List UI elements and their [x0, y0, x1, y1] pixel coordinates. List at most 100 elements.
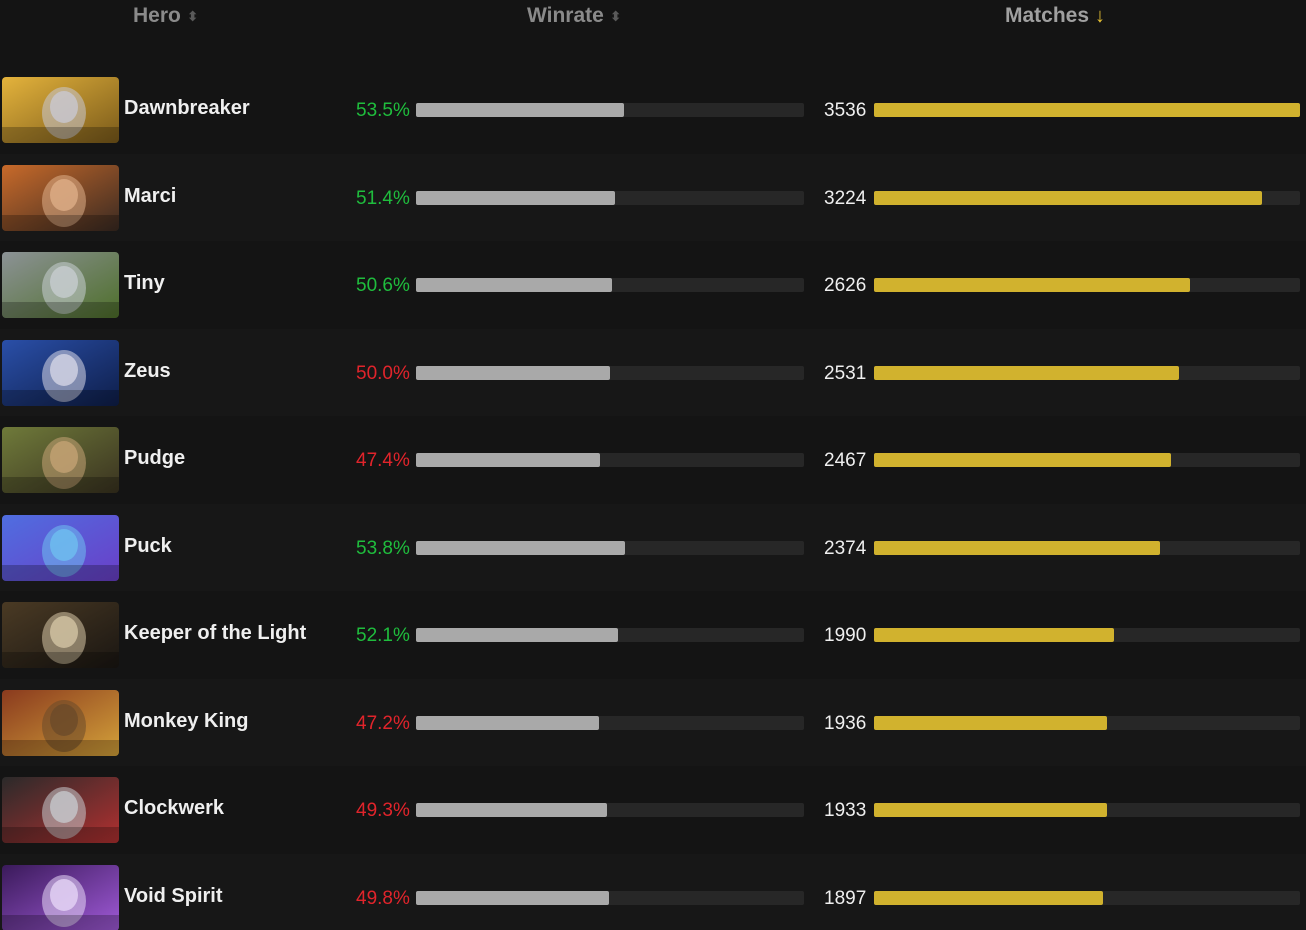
winrate-bar: [416, 278, 804, 292]
matches-bar: [874, 891, 1300, 905]
hero-name[interactable]: Void Spirit: [124, 885, 223, 907]
table-row[interactable]: Void Spirit 49.8% 1897: [0, 854, 1306, 930]
winrate-value: 47.4%: [356, 450, 410, 471]
hero-portrait[interactable]: [2, 602, 119, 668]
matches-bar-fill: [874, 716, 1107, 730]
hero-portrait[interactable]: [2, 77, 119, 143]
hero-name[interactable]: Pudge: [124, 447, 186, 469]
hero-name[interactable]: Marci: [124, 185, 177, 207]
winrate-bar-fill: [416, 191, 615, 205]
table-row[interactable]: Clockwerk 49.3% 1933: [0, 766, 1306, 853]
hero-name[interactable]: Tiny: [124, 272, 165, 294]
matches-bar-fill: [874, 191, 1262, 205]
matches-bar: [874, 191, 1300, 205]
matches-bar-fill: [874, 891, 1103, 905]
matches-header-label: Matches: [1005, 4, 1090, 27]
winrate-bar-fill: [416, 803, 607, 817]
winrate-column-header[interactable]: Winrate ⬍: [527, 4, 622, 28]
winrate-value: 47.2%: [356, 713, 410, 734]
hero-portrait[interactable]: [2, 252, 119, 318]
winrate-bar-fill: [416, 716, 599, 730]
winrate-bar: [416, 803, 804, 817]
table-header: Hero ⬍ Winrate ⬍ Matches ↓: [0, 0, 1306, 40]
winrate-value: 49.8%: [356, 888, 410, 909]
matches-bar: [874, 628, 1300, 642]
matches-value: 3224: [824, 188, 867, 209]
matches-bar: [874, 366, 1300, 380]
table-row[interactable]: Puck 53.8% 2374: [0, 504, 1306, 591]
matches-column-header[interactable]: Matches ↓: [1005, 4, 1105, 28]
table-row[interactable]: Monkey King 47.2% 1936: [0, 679, 1306, 766]
matches-bar: [874, 278, 1300, 292]
hero-column-header[interactable]: Hero ⬍: [133, 4, 199, 28]
winrate-bar: [416, 191, 804, 205]
matches-bar-fill: [874, 541, 1160, 555]
hero-header-label: Hero: [133, 4, 181, 27]
matches-bar-fill: [874, 628, 1114, 642]
winrate-bar-fill: [416, 366, 610, 380]
matches-bar: [874, 716, 1300, 730]
winrate-value: 51.4%: [356, 188, 410, 209]
matches-bar-fill: [874, 803, 1107, 817]
matches-bar-fill: [874, 278, 1190, 292]
hero-portrait[interactable]: [2, 690, 119, 756]
winrate-bar: [416, 103, 804, 117]
hero-portrait[interactable]: [2, 427, 119, 493]
hero-portrait[interactable]: [2, 865, 119, 930]
winrate-value: 50.6%: [356, 275, 410, 296]
winrate-bar-fill: [416, 891, 609, 905]
hero-name[interactable]: Monkey King: [124, 710, 249, 732]
winrate-bar: [416, 541, 804, 555]
matches-value: 1933: [824, 800, 867, 821]
matches-value: 2467: [824, 450, 867, 471]
hero-portrait[interactable]: [2, 340, 119, 406]
matches-bar-fill: [874, 453, 1171, 467]
arrow-down-icon: ↓: [1095, 5, 1106, 27]
matches-bar-fill: [874, 103, 1300, 117]
table-row[interactable]: Zeus 50.0% 2531: [0, 329, 1306, 416]
hero-name[interactable]: Puck: [124, 535, 172, 557]
table-row[interactable]: Marci 51.4% 3224: [0, 154, 1306, 241]
table-row[interactable]: Pudge 47.4% 2467: [0, 416, 1306, 503]
winrate-bar-fill: [416, 628, 618, 642]
matches-bar: [874, 453, 1300, 467]
winrate-bar: [416, 366, 804, 380]
winrate-bar: [416, 453, 804, 467]
hero-name[interactable]: Zeus: [124, 360, 171, 382]
matches-bar: [874, 803, 1300, 817]
hero-name[interactable]: Clockwerk: [124, 797, 225, 819]
hero-name[interactable]: Dawnbreaker: [124, 97, 250, 119]
matches-value: 2531: [824, 363, 867, 384]
winrate-value: 53.5%: [356, 100, 410, 121]
winrate-bar: [416, 628, 804, 642]
table-row[interactable]: Tiny 50.6% 2626: [0, 241, 1306, 328]
matches-bar: [874, 103, 1300, 117]
winrate-value: 50.0%: [356, 363, 410, 384]
winrate-header-label: Winrate: [527, 4, 604, 27]
matches-value: 1990: [824, 625, 867, 646]
winrate-bar: [416, 891, 804, 905]
winrate-value: 53.8%: [356, 538, 410, 559]
winrate-bar-fill: [416, 541, 625, 555]
table-row[interactable]: Keeper of the Light 52.1% 1990: [0, 591, 1306, 678]
hero-portrait[interactable]: [2, 777, 119, 843]
matches-value: 2374: [824, 538, 867, 559]
table-row[interactable]: Dawnbreaker 53.5% 3536: [0, 66, 1306, 153]
winrate-value: 52.1%: [356, 625, 410, 646]
hero-portrait[interactable]: [2, 165, 119, 231]
winrate-bar-fill: [416, 278, 612, 292]
matches-value: 2626: [824, 275, 867, 296]
hero-portrait[interactable]: [2, 515, 119, 581]
matches-bar-fill: [874, 366, 1179, 380]
winrate-value: 49.3%: [356, 800, 410, 821]
sort-updown-icon: ⬍: [609, 8, 622, 24]
matches-value: 1897: [824, 888, 867, 909]
matches-value: 1936: [824, 713, 867, 734]
winrate-bar: [416, 716, 804, 730]
winrate-bar-fill: [416, 453, 600, 467]
hero-name[interactable]: Keeper of the Light: [124, 622, 307, 644]
winrate-bar-fill: [416, 103, 624, 117]
matches-bar: [874, 541, 1300, 555]
matches-value: 3536: [824, 100, 867, 121]
